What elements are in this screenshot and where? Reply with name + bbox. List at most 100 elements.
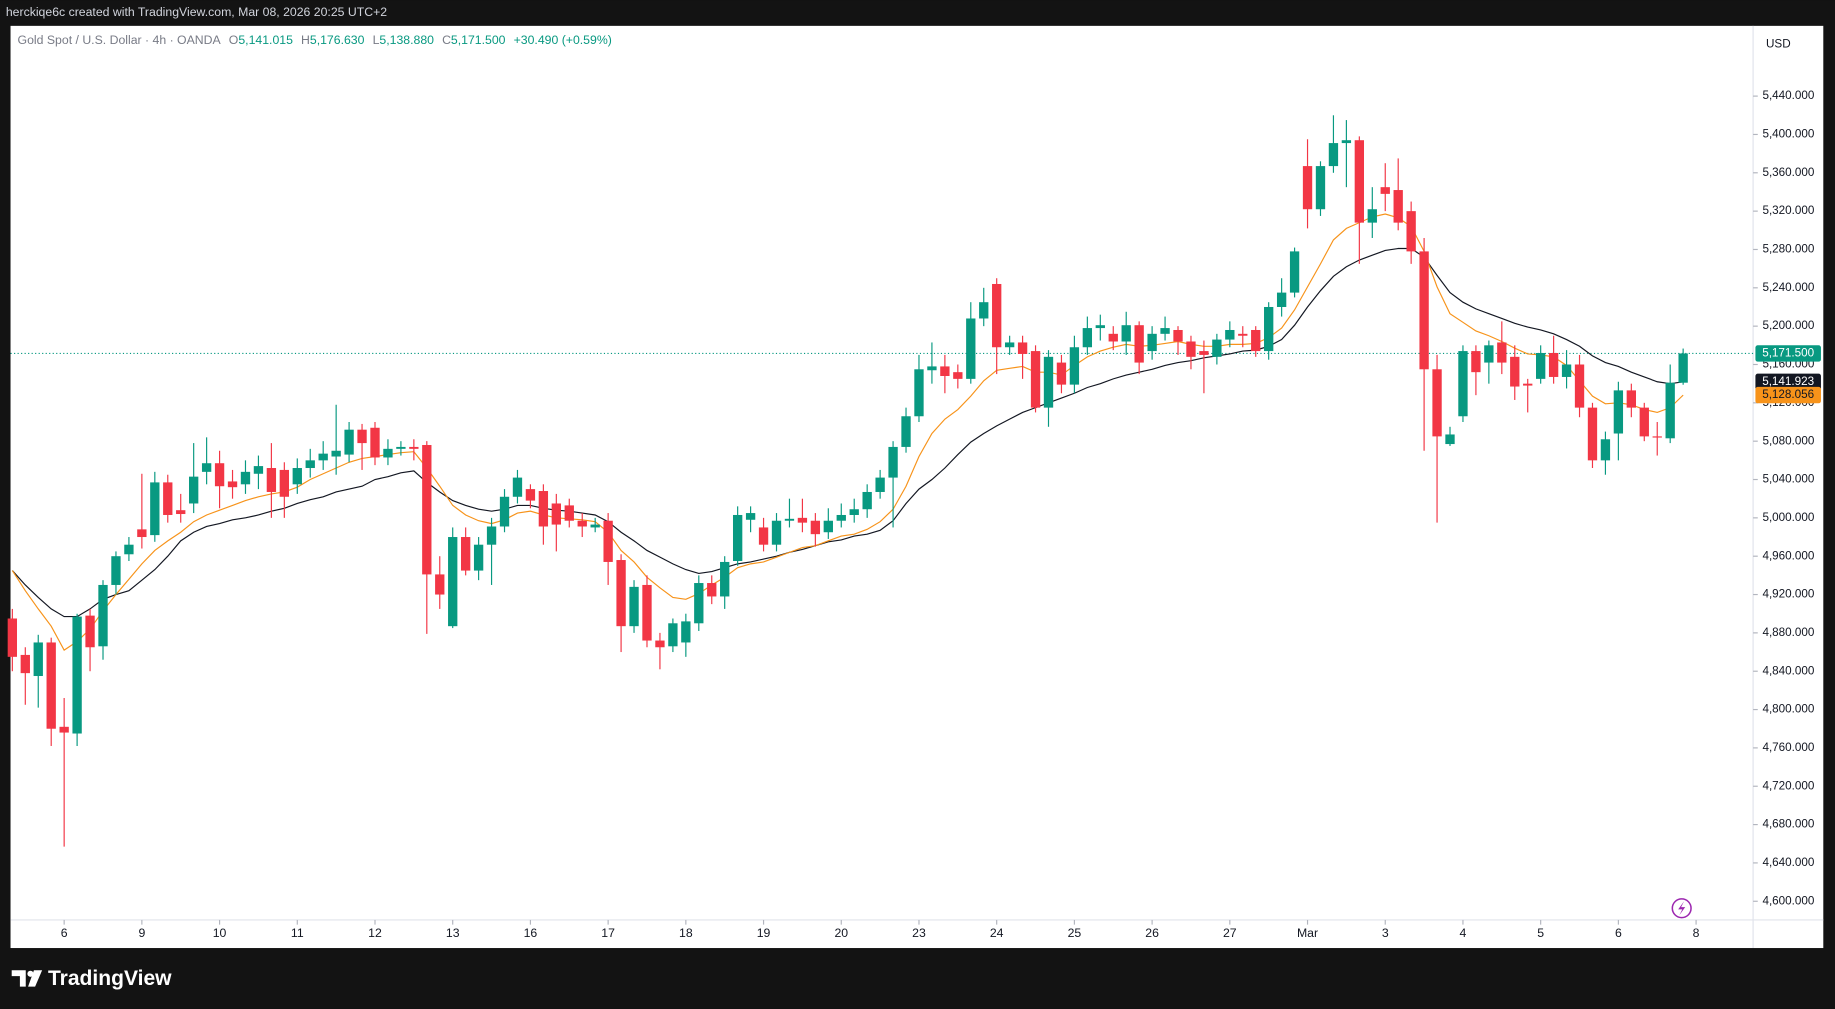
candle-body bbox=[1289, 251, 1300, 293]
candle-body bbox=[344, 429, 354, 455]
x-tick-label: 19 bbox=[757, 926, 771, 940]
candle-body bbox=[1108, 333, 1118, 342]
candle-body bbox=[1587, 407, 1598, 461]
candle-body bbox=[538, 491, 549, 527]
candle-body bbox=[732, 514, 743, 561]
candle-body bbox=[1199, 351, 1209, 355]
candle-body bbox=[422, 445, 432, 575]
candle-body bbox=[901, 416, 911, 447]
candle-body bbox=[1341, 140, 1352, 144]
plot bbox=[7, 115, 1754, 847]
candle-body bbox=[849, 509, 859, 515]
candle-body bbox=[525, 489, 536, 501]
y-tick-label: 5,320.000 bbox=[1762, 204, 1814, 217]
candle-body bbox=[1561, 364, 1572, 377]
candle-body bbox=[124, 544, 134, 555]
x-tick-label: 26 bbox=[1145, 926, 1159, 940]
candle-body bbox=[1354, 140, 1365, 223]
y-tick-label: 4,960.000 bbox=[1762, 549, 1814, 562]
candle-body bbox=[745, 513, 756, 520]
candle-body bbox=[163, 482, 173, 515]
quote-value: 5,138.880 bbox=[379, 33, 434, 47]
candle-body bbox=[383, 448, 393, 458]
quote-key: C bbox=[442, 33, 451, 47]
candle-body bbox=[1251, 329, 1261, 352]
candle-body bbox=[1225, 329, 1235, 340]
candle-body bbox=[1652, 436, 1662, 438]
quote-value: 5,141.015 bbox=[238, 33, 293, 47]
candle-body bbox=[253, 466, 264, 474]
candle-body bbox=[460, 537, 471, 571]
candle-body bbox=[150, 482, 160, 536]
candle-body bbox=[655, 640, 665, 648]
candle-body bbox=[85, 615, 95, 648]
candle-body bbox=[1238, 333, 1248, 336]
candle-body bbox=[201, 463, 212, 472]
candle-body bbox=[992, 283, 1002, 348]
candle-body bbox=[512, 477, 523, 497]
candle-body bbox=[1082, 328, 1093, 348]
y-tick-label: 4,800.000 bbox=[1762, 703, 1814, 716]
lightning-icon[interactable] bbox=[1671, 898, 1692, 919]
y-tick-label: 4,680.000 bbox=[1762, 818, 1814, 831]
caption: herckiqe6c created with TradingView.com,… bbox=[6, 5, 387, 19]
candle-body bbox=[1406, 211, 1416, 252]
candle-body bbox=[1380, 187, 1390, 194]
x-tick-label: 27 bbox=[1223, 926, 1237, 940]
y-tick-label: 5,440.000 bbox=[1762, 89, 1814, 102]
x-tick-label: 4 bbox=[1460, 926, 1467, 940]
candle-body bbox=[1147, 333, 1157, 352]
y-tick-label: 5,400.000 bbox=[1762, 128, 1814, 141]
y-tick-label: 5,280.000 bbox=[1762, 243, 1814, 256]
candle-body bbox=[1665, 382, 1675, 439]
price-label-box bbox=[1755, 373, 1821, 391]
candle-body bbox=[370, 427, 380, 458]
candle-body bbox=[1574, 364, 1585, 408]
candle-body bbox=[1276, 292, 1287, 307]
candle-body bbox=[1134, 325, 1144, 363]
candle-body bbox=[1043, 356, 1054, 408]
y-tick-label: 5,200.000 bbox=[1762, 319, 1814, 332]
candle-body bbox=[1548, 352, 1559, 377]
y-tick-label: 4,720.000 bbox=[1762, 779, 1814, 792]
candle-body bbox=[590, 524, 600, 528]
y-tick-label: 5,080.000 bbox=[1762, 434, 1814, 447]
candle-body bbox=[875, 477, 885, 492]
candle-body bbox=[111, 556, 121, 585]
candle-body bbox=[7, 618, 18, 657]
currency[interactable]: USD bbox=[1766, 38, 1791, 51]
quote-value: 5,176.630 bbox=[310, 33, 365, 47]
candle-body bbox=[176, 510, 186, 515]
quote-key: L bbox=[373, 33, 380, 47]
moving-average bbox=[11, 213, 1684, 651]
price-label: 5,171.500 bbox=[1762, 347, 1814, 360]
candle-body bbox=[1069, 347, 1080, 385]
x-tick-label: 25 bbox=[1068, 926, 1082, 940]
legend: Gold Spot / U.S. Dollar · 4h · OANDA O5,… bbox=[18, 33, 612, 47]
moving-average bbox=[11, 247, 1684, 618]
candle-body bbox=[1432, 369, 1442, 437]
candle-body bbox=[1536, 352, 1546, 379]
candle-body bbox=[1484, 345, 1494, 363]
quote-key: H bbox=[301, 33, 310, 47]
x-tick-label: 12 bbox=[368, 926, 382, 940]
x-tick-label: 23 bbox=[912, 926, 926, 940]
candle-body bbox=[46, 642, 56, 729]
candle-body bbox=[953, 372, 963, 379]
candle-body bbox=[694, 583, 704, 624]
candle-body bbox=[59, 726, 69, 733]
candle-body bbox=[1393, 190, 1403, 223]
candle-body bbox=[1004, 342, 1015, 348]
candle-body bbox=[1328, 143, 1339, 167]
candle-body bbox=[266, 468, 277, 492]
candle-body bbox=[435, 574, 445, 595]
brand-logo bbox=[11, 970, 43, 987]
candle-body bbox=[681, 621, 691, 643]
candle-body bbox=[836, 514, 846, 521]
price-label: 5,141.923 bbox=[1762, 375, 1814, 388]
candle-body bbox=[189, 476, 199, 504]
candle-body bbox=[551, 503, 561, 525]
x-tick-label: 5 bbox=[1537, 926, 1544, 940]
